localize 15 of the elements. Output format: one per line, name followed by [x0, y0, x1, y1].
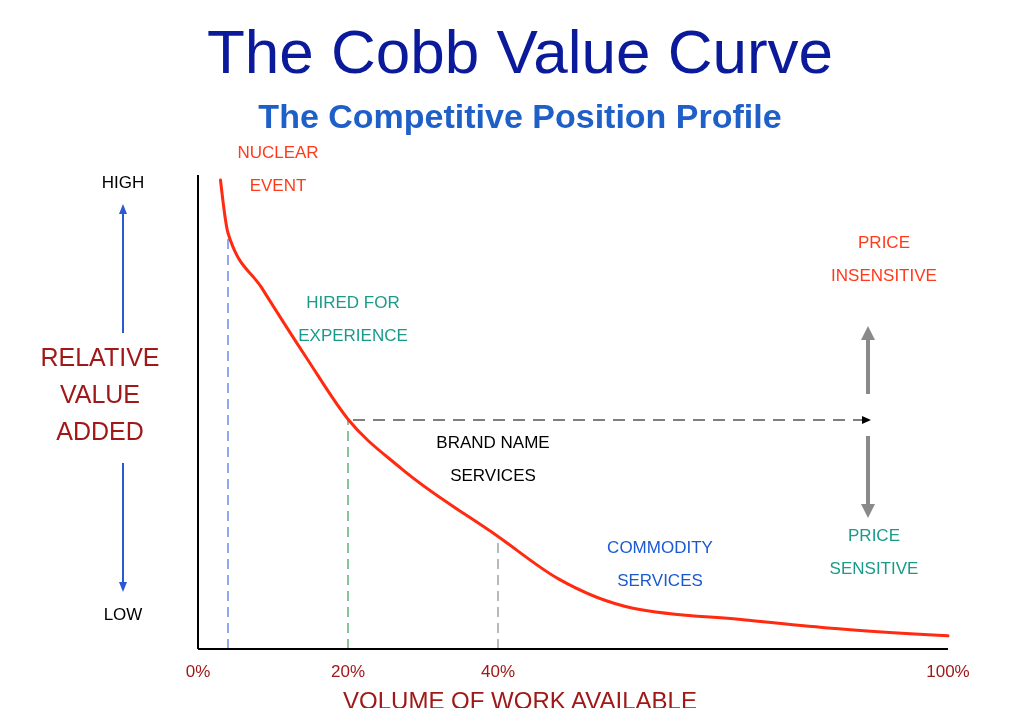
annotation: COMMODITY SERVICES — [607, 538, 713, 590]
annotation: HIRED FOR EXPERIENCE — [298, 293, 408, 345]
chart-title: The Cobb Value Curve — [206, 17, 834, 86]
chart-subtitle: The Competitive Position Profile — [258, 97, 782, 135]
x-tick-label: 40% — [480, 662, 516, 681]
text: HIGH — [101, 173, 145, 192]
annotation: NUCLEAR EVENT — [237, 143, 319, 195]
y-axis-title: RELATIVE VALUE ADDED — [40, 343, 160, 445]
x-tick-label: 20% — [330, 662, 366, 681]
annotation: PRICE SENSITIVE — [829, 526, 919, 578]
annotation: PRICE INSENSITIVE — [831, 233, 937, 285]
x-tick-label: 100% — [926, 662, 970, 681]
annotation: BRAND NAME SERVICES — [436, 433, 550, 485]
text: LOW — [103, 605, 143, 624]
x-tick-label: 0% — [185, 662, 211, 681]
